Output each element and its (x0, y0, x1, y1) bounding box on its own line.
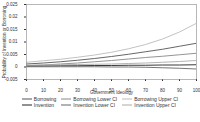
svg-text:100: 100 (193, 88, 200, 93)
svg-text:0.02: 0.02 (9, 14, 18, 19)
svg-text:Government Ideology: Government Ideology (90, 90, 134, 95)
svg-text:20: 20 (58, 88, 64, 93)
svg-text:-0.005: -0.005 (5, 77, 18, 82)
svg-text:0: 0 (15, 64, 18, 69)
svg-text:0.015: 0.015 (6, 27, 18, 32)
html-text:Invention Upper CI: Invention Upper CI (134, 102, 176, 108)
svg-text:0: 0 (25, 88, 28, 93)
svg-text:80: 80 (160, 88, 166, 93)
svg-text:Probability of Invention or Bo: Probability of Invention or Borrowing (2, 5, 7, 78)
svg-text:10: 10 (41, 88, 47, 93)
html-text:Invention Lower CI: Invention Lower CI (73, 102, 115, 108)
html-text:Invention: Invention (33, 102, 55, 108)
html-text:Borrowing Upper CI: Borrowing Upper CI (134, 96, 179, 102)
html-text:Borrowing Lower CI: Borrowing Lower CI (73, 96, 118, 102)
html-text:Borrowing: Borrowing (33, 96, 57, 102)
svg-text:0.005: 0.005 (6, 52, 18, 57)
svg-text:70: 70 (143, 88, 149, 93)
svg-text:90: 90 (177, 88, 183, 93)
svg-text:0.01: 0.01 (9, 39, 18, 44)
svg-text:0.025: 0.025 (6, 2, 18, 7)
svg-text:30: 30 (75, 88, 81, 93)
